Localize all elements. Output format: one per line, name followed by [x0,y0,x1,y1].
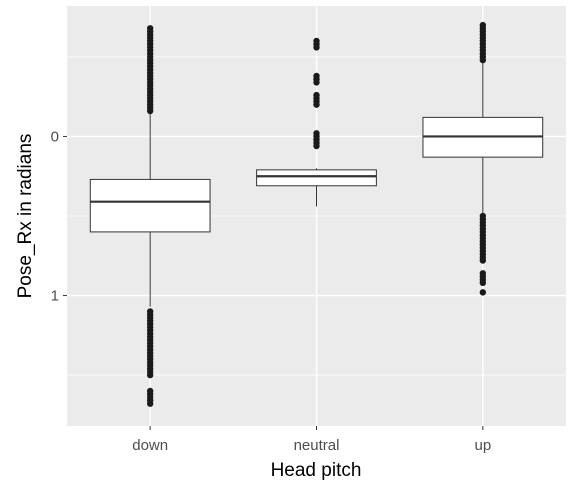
outlier-point [146,400,154,407]
box-body [256,169,377,187]
outlier-point [146,371,154,379]
outlier-point [479,289,487,296]
x-axis-title: Head pitch [271,460,362,481]
outlier-point [313,79,320,86]
outlier-point [313,101,320,108]
box-neutral [256,37,377,207]
axes-layer: 0 1 down neutral up [51,128,492,454]
outlier-point [479,56,487,64]
box-up [422,21,544,296]
outlier-point [313,142,320,150]
boxes-layer [89,21,544,407]
x-tick-label: up [474,437,491,454]
outlier-point [313,44,320,51]
x-tick-label: neutral [294,437,340,454]
outlier-point [479,257,487,264]
y-axis-title: Pose_Rx in radians [15,134,36,299]
x-tick-label: down [132,437,168,454]
box-body [89,178,211,233]
y-tick-label: 1 [51,288,59,305]
outlier-point [146,107,154,115]
y-tick-label: 0 [51,128,59,145]
outlier-point [479,279,487,287]
box-down [89,25,211,407]
